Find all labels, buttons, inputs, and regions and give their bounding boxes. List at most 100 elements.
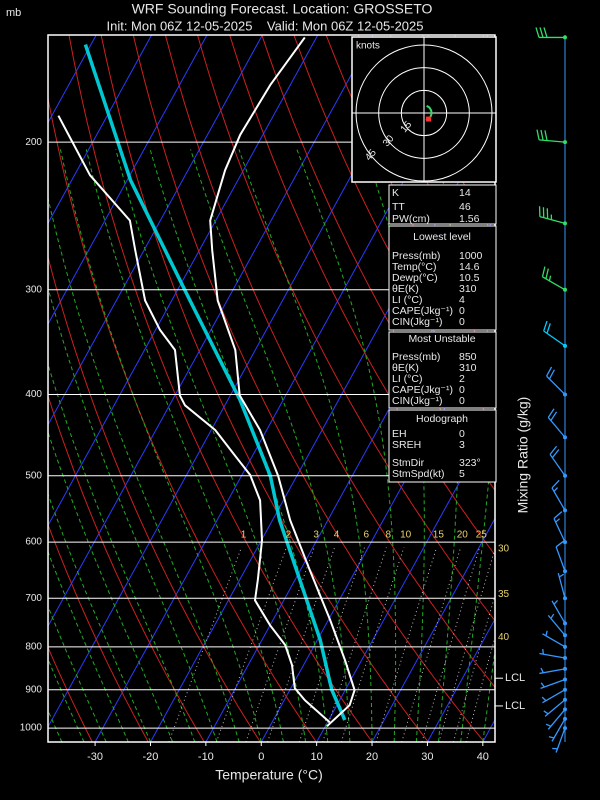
storm-motion-marker [426,116,432,122]
barb-dot [563,287,567,292]
isotherm [48,35,263,426]
index-box [388,409,497,483]
barb-half-feather [545,630,548,636]
barb-dot [563,707,567,712]
subtitle: Init: Mon 06Z 12-05-2025 Valid: Mon 06Z … [106,18,423,33]
dry-adiabat [48,523,149,742]
barb-feather [543,320,548,332]
barb-dot [563,473,567,478]
barb-dot [563,666,567,671]
temperature-line [209,36,356,727]
index-value: 5 [459,468,465,480]
barb-dot [563,343,567,348]
barb-feather [535,27,540,38]
dry-adiabat [164,35,495,689]
barb-staff [540,678,566,689]
isotherm-grid-line [426,618,495,742]
barb-dot [563,677,567,682]
dry-adiabat [68,35,373,742]
mixing-ratio-label: 8 [385,530,391,541]
isotherm [48,35,153,225]
barb-staff [539,652,566,659]
barb-dot [563,35,567,40]
mixing-ratio-label: 6 [364,530,370,541]
x-tick-label: -30 [87,751,103,763]
y-tick-label: 200 [25,137,42,148]
index-label: CIN(Jkg⁻¹) [392,316,442,328]
hodograph-unit: knots [356,41,380,52]
barb-half-feather [553,487,559,492]
barb-half-feather [540,667,544,674]
barb-staff [555,727,566,753]
barb-staff [544,699,566,717]
index-box [388,331,497,409]
barb-feather [549,445,558,455]
barb-feather [541,266,546,277]
index-box-title: Most Unstable [408,333,475,345]
mixing-ratio-line [421,547,481,742]
mixing-ratio-label: 20 [457,530,469,541]
mixing-ratio-label: 40 [498,632,510,643]
index-label: K [392,187,399,199]
barb-dot [563,633,567,638]
barb-dot [563,392,567,397]
foreground: 1 2 3 4 6 8 10 15 20 2530354020030040050060070080… [20,27,567,763]
index-value: 3 [459,439,465,451]
barb-staff [547,708,566,730]
x-tick-label: 40 [477,751,489,763]
index-value: 0 [459,395,465,407]
barb-dot [563,508,567,513]
barb-staff [546,375,566,395]
mixing-ratio-label: 10 [400,530,412,541]
barb-half-feather [555,518,561,523]
barb-feather [546,323,551,334]
index-label: θE(K) [392,362,419,374]
barb-dot [563,697,567,702]
isotherm [48,35,319,527]
index-label: Press(mb) [392,250,440,262]
index-box-title: Hodograph [416,413,468,425]
index-label: CIN(Jkg⁻¹) [392,395,442,407]
barb-feather [551,449,560,459]
barb-dot [563,644,567,649]
barb-feather [547,408,555,418]
barb-feather [546,366,553,377]
x-tick-label: 20 [366,751,378,763]
barb-staff [542,633,566,648]
barb-half-feather [542,648,544,655]
hodograph-ring [355,44,493,182]
mixing-ratio-label: 30 [498,543,510,554]
mixing-ratio-line [322,547,387,742]
index-value: 46 [459,201,471,213]
index-label: Temp(°C) [392,261,436,273]
barb-staff [551,600,566,624]
mixing-ratio-label: 3 [313,530,319,541]
moist-adiabat [59,149,262,742]
barb-half-feather [545,723,552,727]
barb-dot [563,221,567,226]
x-tick-label: 10 [311,751,323,763]
mixing-ratio-line [375,547,438,742]
barb-feather [536,129,540,141]
index-box [388,225,497,331]
y-tick-label: 400 [25,389,42,400]
barb-dot [563,716,567,721]
lcl-label: LCL [505,700,525,712]
mixing-ratio-label: 4 [334,530,340,541]
index-label: StmDir [392,457,425,469]
hodograph-ring [378,67,470,159]
barb-dot [563,687,567,692]
index-value: 14.6 [459,261,480,273]
index-label: Press(mb) [392,351,440,363]
barb-staff [555,546,566,572]
index-label: CAPE(Jkg⁻¹) [392,305,453,317]
barb-feather [539,27,544,38]
dry-adiabat [48,394,205,742]
barb-feather [548,369,555,380]
barb-half-feather [558,573,565,578]
index-value: 0 [459,428,465,440]
index-value: 2 [459,373,465,385]
dry-adiabat [48,255,261,742]
mixing-ratio-line [401,547,462,742]
mixing-ratio-label: 1 [241,530,247,541]
